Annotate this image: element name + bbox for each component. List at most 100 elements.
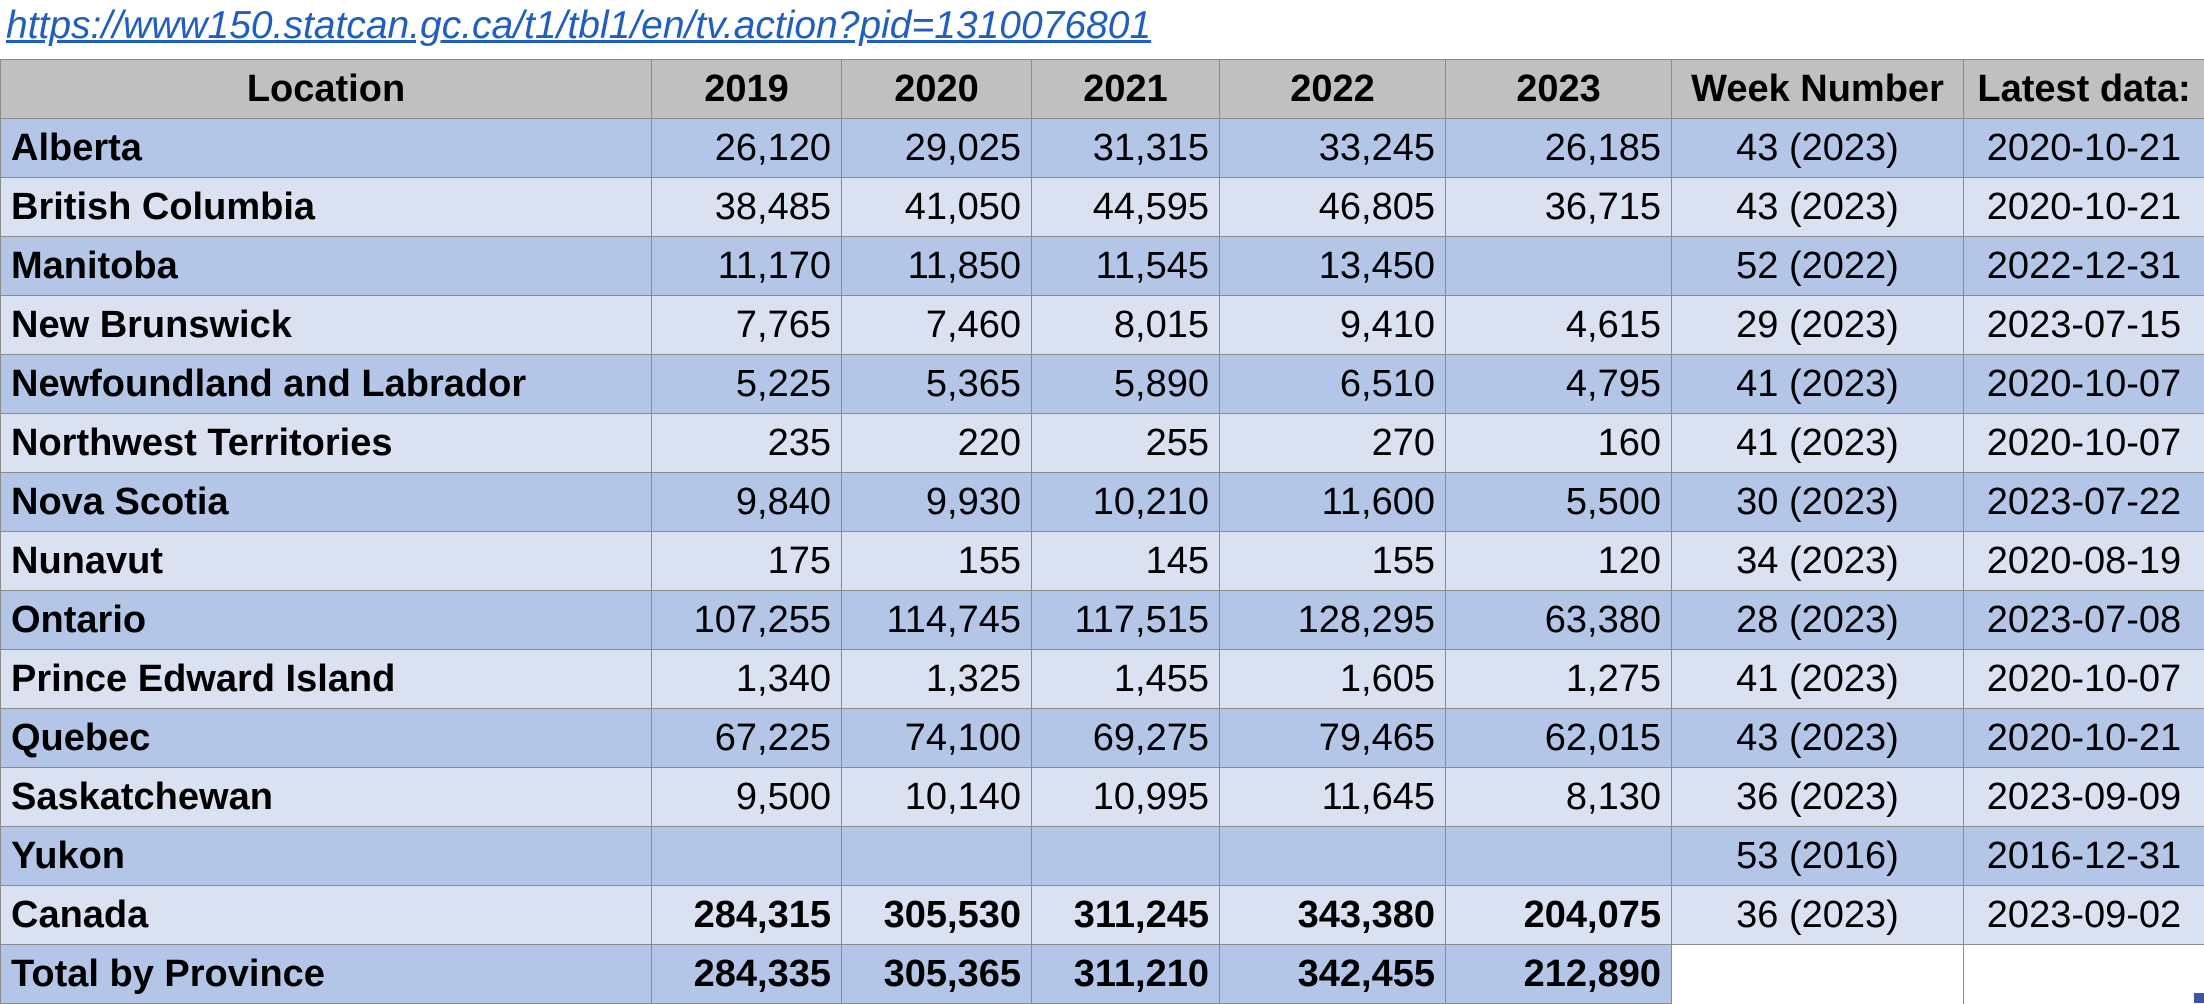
location-cell[interactable]: Ontario <box>1 591 652 650</box>
value-cell-2020[interactable]: 1,325 <box>842 650 1032 709</box>
latest-data-cell[interactable]: 2020-08-19 <box>1964 532 2204 591</box>
value-cell-2022[interactable]: 46,805 <box>1220 178 1446 237</box>
value-cell-2023[interactable]: 8,130 <box>1446 768 1672 827</box>
value-cell-2019[interactable]: 1,340 <box>652 650 842 709</box>
week-number-cell[interactable]: 29 (2023) <box>1672 296 1964 355</box>
value-cell-2020[interactable]: 220 <box>842 414 1032 473</box>
location-cell[interactable]: Alberta <box>1 119 652 178</box>
latest-data-cell[interactable]: 2020-10-07 <box>1964 414 2204 473</box>
week-number-cell[interactable]: 41 (2023) <box>1672 414 1964 473</box>
location-cell[interactable]: Newfoundland and Labrador <box>1 355 652 414</box>
value-cell-2023[interactable]: 212,890 <box>1446 945 1672 1004</box>
latest-data-cell[interactable]: 2016-12-31 <box>1964 827 2204 886</box>
value-cell-2021[interactable]: 11,545 <box>1032 237 1220 296</box>
location-cell[interactable]: New Brunswick <box>1 296 652 355</box>
value-cell-2021[interactable]: 311,210 <box>1032 945 1220 1004</box>
week-number-cell[interactable] <box>1672 945 1964 1004</box>
latest-data-cell[interactable]: 2020-10-21 <box>1964 178 2204 237</box>
value-cell-2019[interactable]: 67,225 <box>652 709 842 768</box>
value-cell-2021[interactable]: 1,455 <box>1032 650 1220 709</box>
week-number-cell[interactable]: 43 (2023) <box>1672 709 1964 768</box>
value-cell-2019[interactable]: 284,315 <box>652 886 842 945</box>
week-number-cell[interactable]: 36 (2023) <box>1672 886 1964 945</box>
source-link[interactable]: https://www150.statcan.gc.ca/t1/tbl1/en/… <box>6 4 1151 48</box>
header-week-number[interactable]: Week Number <box>1672 60 1964 119</box>
value-cell-2022[interactable]: 11,600 <box>1220 473 1446 532</box>
week-number-cell[interactable]: 41 (2023) <box>1672 650 1964 709</box>
value-cell-2019[interactable]: 38,485 <box>652 178 842 237</box>
value-cell-2022[interactable]: 79,465 <box>1220 709 1446 768</box>
value-cell-2020[interactable] <box>842 827 1032 886</box>
header-latest-data[interactable]: Latest data: <box>1964 60 2204 119</box>
value-cell-2022[interactable]: 1,605 <box>1220 650 1446 709</box>
value-cell-2020[interactable]: 305,530 <box>842 886 1032 945</box>
value-cell-2019[interactable]: 11,170 <box>652 237 842 296</box>
value-cell-2023[interactable]: 5,500 <box>1446 473 1672 532</box>
latest-data-cell[interactable]: 2023-07-22 <box>1964 473 2204 532</box>
location-cell[interactable]: Total by Province <box>1 945 652 1004</box>
value-cell-2023[interactable]: 204,075 <box>1446 886 1672 945</box>
value-cell-2023[interactable]: 1,275 <box>1446 650 1672 709</box>
location-cell[interactable]: Manitoba <box>1 237 652 296</box>
value-cell-2020[interactable]: 5,365 <box>842 355 1032 414</box>
value-cell-2022[interactable]: 343,380 <box>1220 886 1446 945</box>
value-cell-2021[interactable]: 311,245 <box>1032 886 1220 945</box>
value-cell-2019[interactable]: 5,225 <box>652 355 842 414</box>
value-cell-2019[interactable]: 175 <box>652 532 842 591</box>
value-cell-2020[interactable]: 155 <box>842 532 1032 591</box>
value-cell-2021[interactable]: 5,890 <box>1032 355 1220 414</box>
value-cell-2023[interactable]: 120 <box>1446 532 1672 591</box>
value-cell-2022[interactable]: 155 <box>1220 532 1446 591</box>
week-number-cell[interactable]: 30 (2023) <box>1672 473 1964 532</box>
value-cell-2023[interactable]: 62,015 <box>1446 709 1672 768</box>
week-number-cell[interactable]: 53 (2016) <box>1672 827 1964 886</box>
value-cell-2019[interactable] <box>652 827 842 886</box>
location-cell[interactable]: Prince Edward Island <box>1 650 652 709</box>
location-cell[interactable]: Northwest Territories <box>1 414 652 473</box>
latest-data-cell[interactable]: 2020-10-21 <box>1964 119 2204 178</box>
value-cell-2020[interactable]: 114,745 <box>842 591 1032 650</box>
value-cell-2022[interactable] <box>1220 827 1446 886</box>
latest-data-cell[interactable]: 2023-09-09 <box>1964 768 2204 827</box>
value-cell-2020[interactable]: 7,460 <box>842 296 1032 355</box>
value-cell-2019[interactable]: 7,765 <box>652 296 842 355</box>
week-number-cell[interactable]: 36 (2023) <box>1672 768 1964 827</box>
value-cell-2019[interactable]: 26,120 <box>652 119 842 178</box>
value-cell-2020[interactable]: 41,050 <box>842 178 1032 237</box>
value-cell-2022[interactable]: 270 <box>1220 414 1446 473</box>
header-2023[interactable]: 2023 <box>1446 60 1672 119</box>
week-number-cell[interactable]: 52 (2022) <box>1672 237 1964 296</box>
latest-data-cell[interactable]: 2022-12-31 <box>1964 237 2204 296</box>
value-cell-2020[interactable]: 11,850 <box>842 237 1032 296</box>
value-cell-2022[interactable]: 128,295 <box>1220 591 1446 650</box>
location-cell[interactable]: Yukon <box>1 827 652 886</box>
value-cell-2023[interactable]: 63,380 <box>1446 591 1672 650</box>
value-cell-2021[interactable]: 69,275 <box>1032 709 1220 768</box>
value-cell-2023[interactable] <box>1446 827 1672 886</box>
week-number-cell[interactable]: 43 (2023) <box>1672 178 1964 237</box>
value-cell-2020[interactable]: 9,930 <box>842 473 1032 532</box>
fill-handle[interactable] <box>2194 993 2204 1003</box>
header-2019[interactable]: 2019 <box>652 60 842 119</box>
location-cell[interactable]: Quebec <box>1 709 652 768</box>
value-cell-2022[interactable]: 11,645 <box>1220 768 1446 827</box>
value-cell-2020[interactable]: 10,140 <box>842 768 1032 827</box>
latest-data-cell[interactable]: 2023-07-15 <box>1964 296 2204 355</box>
week-number-cell[interactable]: 41 (2023) <box>1672 355 1964 414</box>
value-cell-2019[interactable]: 235 <box>652 414 842 473</box>
week-number-cell[interactable]: 28 (2023) <box>1672 591 1964 650</box>
header-location[interactable]: Location <box>1 60 652 119</box>
location-cell[interactable]: British Columbia <box>1 178 652 237</box>
location-cell[interactable]: Nunavut <box>1 532 652 591</box>
value-cell-2023[interactable]: 4,795 <box>1446 355 1672 414</box>
value-cell-2021[interactable]: 31,315 <box>1032 119 1220 178</box>
value-cell-2023[interactable] <box>1446 237 1672 296</box>
header-2020[interactable]: 2020 <box>842 60 1032 119</box>
value-cell-2022[interactable]: 9,410 <box>1220 296 1446 355</box>
value-cell-2020[interactable]: 74,100 <box>842 709 1032 768</box>
value-cell-2023[interactable]: 160 <box>1446 414 1672 473</box>
value-cell-2019[interactable]: 9,500 <box>652 768 842 827</box>
value-cell-2022[interactable]: 6,510 <box>1220 355 1446 414</box>
week-number-cell[interactable]: 34 (2023) <box>1672 532 1964 591</box>
value-cell-2021[interactable]: 8,015 <box>1032 296 1220 355</box>
